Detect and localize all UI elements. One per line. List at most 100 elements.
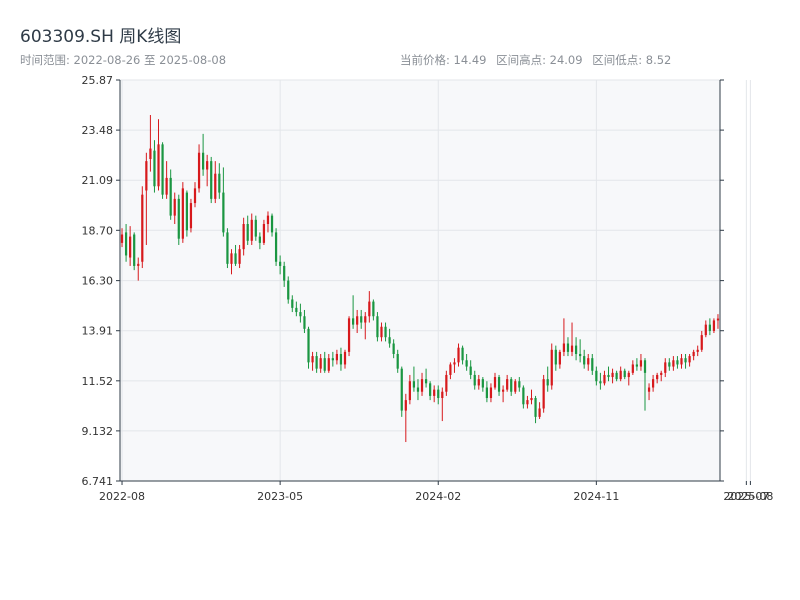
candle (676, 356, 679, 369)
candle-body (676, 360, 679, 365)
candle-body (400, 368, 403, 411)
candle-body (562, 343, 566, 352)
candle-body (230, 253, 233, 264)
candle (372, 299, 375, 321)
candle (477, 374, 480, 390)
candle (619, 366, 622, 382)
candle-body (364, 316, 367, 323)
candle-body (704, 324, 707, 336)
candle-body (579, 353, 582, 357)
candle-body (169, 177, 172, 216)
price-stats: 当前价格: 14.49 区间高点: 24.09 区间低点: 8.52 (400, 52, 677, 68)
candle (307, 326, 310, 369)
candle (469, 360, 472, 380)
candle (197, 144, 201, 193)
candle (696, 345, 699, 357)
candle-body (542, 379, 545, 409)
candle-body (145, 161, 148, 191)
candle (206, 154, 209, 187)
y-tick-label: 13.91 (82, 325, 114, 338)
candle (643, 358, 647, 411)
candle (295, 301, 298, 317)
y-tick-label: 23.48 (82, 124, 114, 137)
candle (599, 372, 602, 390)
candle-body (303, 316, 306, 329)
y-tick-label: 18.70 (82, 224, 114, 237)
candle (210, 156, 213, 204)
candle (623, 368, 626, 380)
candle (364, 312, 367, 340)
candle-body (193, 188, 197, 204)
y-tick-label: 21.09 (82, 174, 114, 187)
candle (493, 372, 497, 390)
candle (311, 351, 314, 371)
candle-body (210, 161, 213, 199)
candle (538, 402, 541, 419)
candle (424, 368, 428, 388)
candle (214, 161, 217, 204)
y-tick-label: 25.87 (82, 74, 114, 87)
candle (218, 163, 221, 199)
candle (347, 316, 351, 357)
candle-body (201, 152, 205, 170)
candle (692, 349, 695, 361)
candle (441, 387, 444, 422)
candle-body (627, 372, 630, 378)
candle (550, 343, 553, 390)
candle (647, 383, 651, 401)
candle-body (153, 150, 156, 187)
candle-body (534, 398, 537, 417)
candle-body (684, 358, 687, 363)
candle-body (643, 360, 647, 373)
chart-title: 603309.SH 周K线图 (20, 27, 182, 47)
candle-body (339, 353, 343, 365)
candle-body (270, 215, 274, 233)
candle-body (331, 358, 334, 361)
candle (153, 140, 156, 193)
candle (449, 362, 452, 380)
candle-body (510, 379, 513, 392)
candle (514, 379, 517, 394)
candle (510, 377, 513, 396)
candle-body (274, 232, 278, 262)
candle (299, 303, 302, 323)
candle (453, 358, 456, 373)
candle (169, 169, 172, 220)
candle (380, 322, 383, 342)
candle (684, 353, 687, 369)
candle-body (250, 219, 253, 241)
candle (250, 213, 253, 245)
candle (315, 351, 318, 373)
candle-body (688, 356, 691, 363)
candle-body (716, 318, 720, 321)
range-low: 区间低点: 8.52 (592, 53, 672, 67)
candle (526, 395, 529, 409)
candle (530, 389, 533, 405)
x-tick-label: 2025-07 (723, 490, 769, 503)
candle-body (664, 362, 667, 373)
candle-body (173, 198, 176, 216)
candle-body (672, 360, 675, 367)
candle (287, 276, 290, 304)
candle-body (137, 263, 140, 266)
candle (587, 353, 590, 371)
candle-body (631, 364, 634, 373)
candle (291, 295, 294, 313)
candle (279, 255, 282, 275)
candle (238, 244, 241, 269)
candle (566, 337, 570, 357)
candle-body (587, 358, 590, 365)
candle-body (538, 408, 541, 417)
candle (368, 291, 371, 323)
candle (489, 383, 493, 403)
candle (574, 337, 578, 361)
candle-body (700, 335, 703, 350)
x-tick-label: 2025-08 (727, 490, 773, 503)
x-tick-label: 2024-11 (573, 490, 619, 503)
candle-body (526, 400, 529, 405)
candle (558, 349, 561, 369)
candle-body (327, 358, 330, 371)
candle-body (307, 328, 310, 363)
candle (351, 295, 355, 329)
candle-body (149, 148, 152, 160)
